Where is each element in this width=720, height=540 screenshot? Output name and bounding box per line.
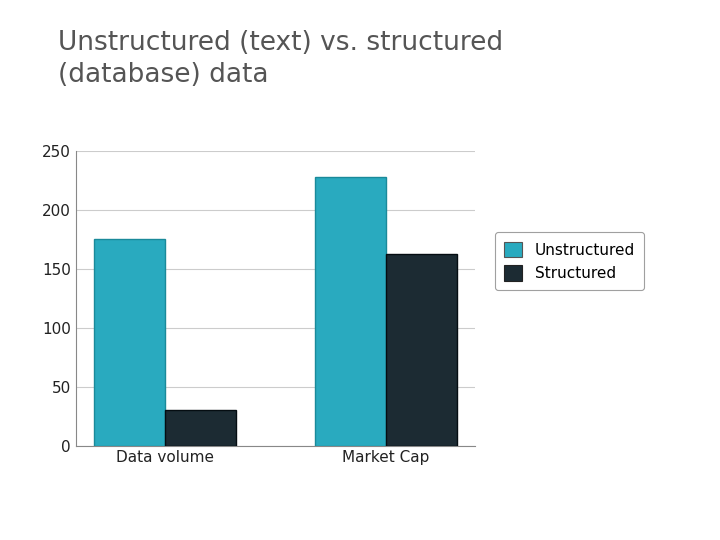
Legend: Unstructured, Structured: Unstructured, Structured: [495, 232, 644, 291]
Bar: [165, 410, 235, 445]
Text: Unstructured (text) vs. structured
(database) data: Unstructured (text) vs. structured (data…: [58, 30, 503, 87]
Bar: [386, 254, 457, 446]
Text: 3: 3: [694, 516, 702, 529]
Bar: [94, 240, 165, 446]
Bar: [315, 177, 386, 446]
